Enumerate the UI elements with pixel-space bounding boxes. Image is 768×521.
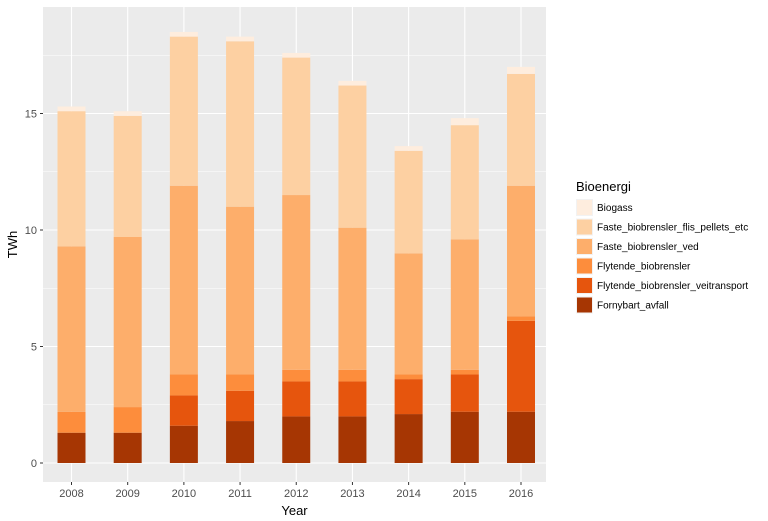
bar-segment [113,236,142,408]
bar-segment [226,374,255,391]
bar-segment [282,369,311,382]
bar-segment [394,379,423,415]
y-axis: 0 5 10 15 [25,109,43,470]
bar-segment [394,414,423,463]
legend-swatch [577,219,592,235]
x-tick-label: 2015 [453,488,477,500]
x-tick-label: 2010 [172,488,196,500]
y-tick-label: 15 [25,109,37,121]
legend-items: Biogass Faste_biobrensler_flis_pellets_et… [576,199,748,314]
x-tick-label: 2012 [284,488,308,500]
x-tick-label: 2013 [340,488,364,500]
bar-segment [507,316,535,321]
legend-swatch [577,200,592,215]
bar-segment [113,407,142,433]
bar-segment [57,432,86,463]
bar-segment [450,369,479,375]
bar-segment [113,111,142,116]
bar-segment [450,125,479,240]
legend-label: Faste_biobrensler_ved [597,242,699,253]
bar-segment [57,246,86,412]
x-tick-label: 2008 [59,488,83,500]
x-axis-title: Year [281,503,308,518]
bar-segment [394,146,423,151]
bar-segment [507,73,535,186]
legend-swatch [577,297,592,313]
x-tick-label: 2011 [228,488,252,500]
legend-label: Fornybart_avfall [597,301,669,312]
bar-segment [169,31,198,37]
legend-label: Faste_biobrensler_flis_pellets_etc [597,223,748,234]
bar-segment [282,381,311,417]
bar-segment [450,239,479,370]
bar-segment [226,36,255,42]
x-axis: 2008 2009 2010 2011 2012 2013 2014 2015 2016 [59,482,533,500]
bars [57,31,535,463]
bar-segment [282,416,311,463]
legend-swatch [577,239,592,254]
bar-segment [169,36,198,186]
bar-segment [226,206,255,375]
legend-label: Flytende_biobrensler [597,262,691,273]
bar-segment [169,374,198,396]
bar-segment [450,118,479,126]
bar-segment [169,185,198,375]
bar-segment [507,66,535,74]
bar-segment [338,80,367,86]
bar-segment [338,369,367,382]
bar-segment [394,253,423,375]
bar-segment [169,395,198,426]
y-tick-label: 10 [25,225,37,237]
bar-segment [507,185,535,317]
bar-segment [57,111,86,247]
bar-segment [338,381,367,417]
bar-segment [394,150,423,254]
bar-segment [169,425,198,463]
bar-segment [282,195,311,370]
legend-swatch [577,258,592,274]
legend-label: Flytende_biobrensler_veitransport [597,281,748,292]
bar-segment [57,411,86,433]
legend-title: Bioenergi [576,179,631,194]
bar-segment [450,411,479,463]
bar-segment [450,374,479,412]
bar-segment [57,106,86,112]
bar-segment [226,421,255,463]
x-tick-label: 2016 [509,488,533,500]
x-tick-label: 2009 [115,488,139,500]
bar-segment [338,227,367,370]
bar-segment [226,41,255,207]
bar-segment [113,432,142,463]
bar-segment [394,374,423,380]
bar-segment [338,416,367,463]
x-tick-label: 2014 [396,488,420,500]
y-tick-label: 0 [31,458,37,470]
legend-label: Biogass [597,203,633,214]
bar-segment [226,390,255,422]
y-tick-label: 5 [31,342,37,354]
bar-segment [507,320,535,412]
bar-segment [113,115,142,237]
bar-segment [282,52,311,58]
legend: Bioenergi Biogass Faste_biobrensler_flis_… [576,179,748,314]
bar-segment [507,411,535,463]
legend-swatch [577,278,592,293]
y-axis-title: TWh [5,231,20,258]
bar-segment [338,85,367,228]
bar-segment [282,57,311,196]
